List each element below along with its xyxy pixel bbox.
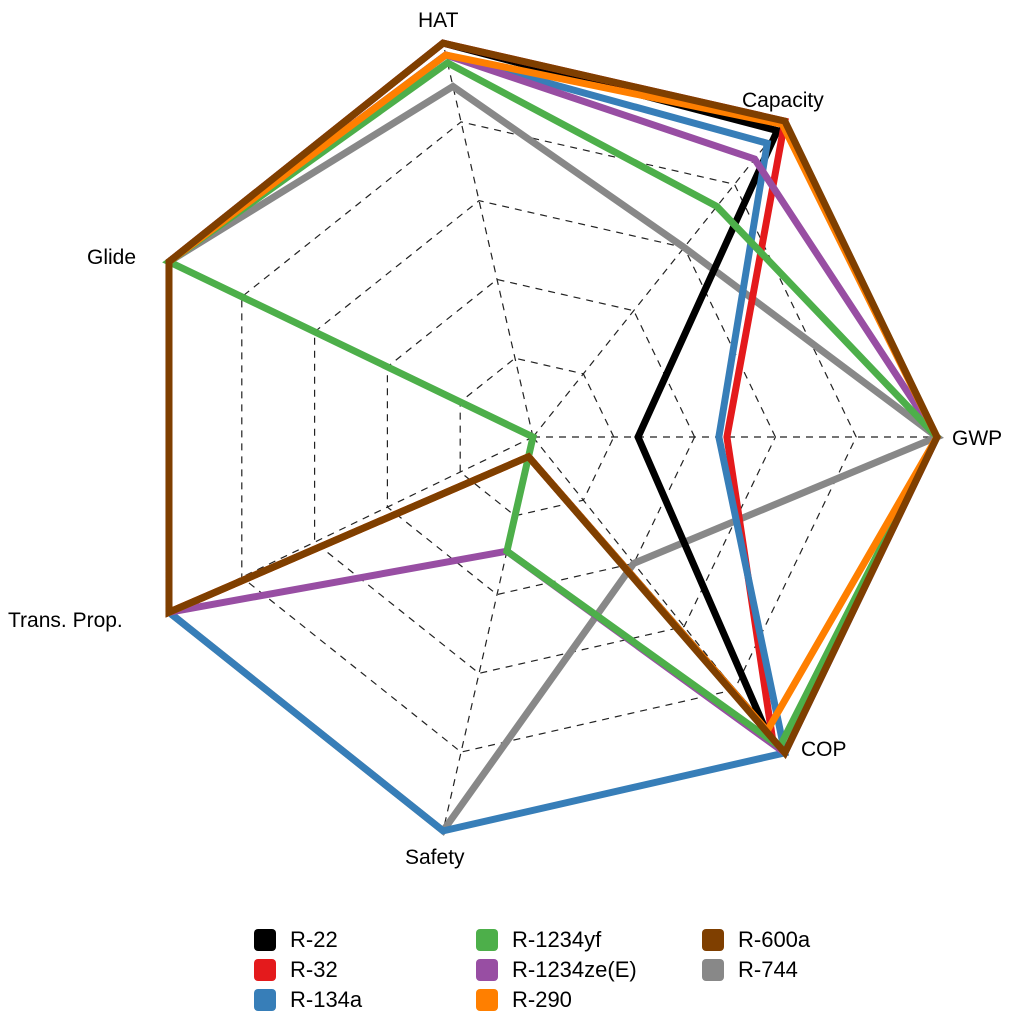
axis-label-hat: HAT xyxy=(418,9,459,32)
legend-label-r22: R-22 xyxy=(290,927,338,952)
grid-spoke xyxy=(532,120,786,438)
legend-item-r32[interactable]: R-32 xyxy=(254,955,362,985)
axis-label-safety: Safety xyxy=(405,846,465,869)
radar-series xyxy=(162,39,945,836)
legend-label-r600a: R-600a xyxy=(738,927,811,952)
legend-swatch-r32 xyxy=(254,959,276,981)
legend-item-r1234ze[interactable]: R-1234ze(E) xyxy=(476,955,637,985)
axis-label-trans-prop: Trans. Prop. xyxy=(8,609,123,632)
series-r-32 xyxy=(165,39,789,749)
legend-swatch-r1234ze xyxy=(476,959,498,981)
legend-item-r134a[interactable]: R-134a xyxy=(254,985,362,1015)
grid-ring xyxy=(386,278,696,596)
legend-label-r1234ze: R-1234ze(E) xyxy=(512,957,637,982)
radar-grid xyxy=(168,42,938,832)
grid-ring xyxy=(241,121,857,753)
grid-spoke xyxy=(442,43,534,438)
grid-spoke xyxy=(532,436,786,754)
legend-item-r290[interactable]: R-290 xyxy=(476,985,637,1015)
radar-chart: GWP Capacity HAT Glide Trans. Prop. Safe… xyxy=(8,9,1002,869)
legend-item-r744[interactable]: R-744 xyxy=(702,955,810,985)
legend-item-r600a[interactable]: R-600a xyxy=(702,925,810,955)
axis-label-capacity: Capacity xyxy=(742,89,824,112)
axis-label-glide: Glide xyxy=(87,246,136,269)
legend-swatch-r600a xyxy=(702,929,724,951)
legend: R-22 R-32 R-134a R-1234yf R-1234ze(E) R-… xyxy=(254,925,874,1020)
legend-label-r32: R-32 xyxy=(290,957,338,982)
legend-label-r290: R-290 xyxy=(512,987,572,1012)
series-r-600a xyxy=(165,39,941,760)
grid-spoke xyxy=(168,436,534,613)
grid-ring xyxy=(313,200,777,674)
legend-column-2: R-1234yf R-1234ze(E) R-290 xyxy=(476,925,637,1015)
legend-item-r1234yf[interactable]: R-1234yf xyxy=(476,925,637,955)
legend-swatch-r134a xyxy=(254,989,276,1011)
axis-label-cop: COP xyxy=(801,738,847,761)
legend-label-r134a: R-134a xyxy=(290,987,363,1012)
axis-label-gwp: GWP xyxy=(952,427,1002,450)
legend-swatch-r744 xyxy=(702,959,724,981)
series-r-134a xyxy=(165,51,790,835)
legend-label-r744: R-744 xyxy=(738,957,798,982)
legend-swatch-r22 xyxy=(254,929,276,951)
axis-labels: GWP Capacity HAT Glide Trans. Prop. Safe… xyxy=(8,9,1002,869)
legend-item-r22[interactable]: R-22 xyxy=(254,925,362,955)
legend-column-1: R-22 R-32 R-134a xyxy=(254,925,362,1015)
legend-swatch-r1234yf xyxy=(476,929,498,951)
series-r-22 xyxy=(165,39,783,730)
legend-column-3: R-600a R-744 xyxy=(702,925,810,985)
series-r-1234yf xyxy=(162,58,942,752)
legend-label-r1234yf: R-1234yf xyxy=(512,927,602,952)
legend-swatch-r290 xyxy=(476,989,498,1011)
